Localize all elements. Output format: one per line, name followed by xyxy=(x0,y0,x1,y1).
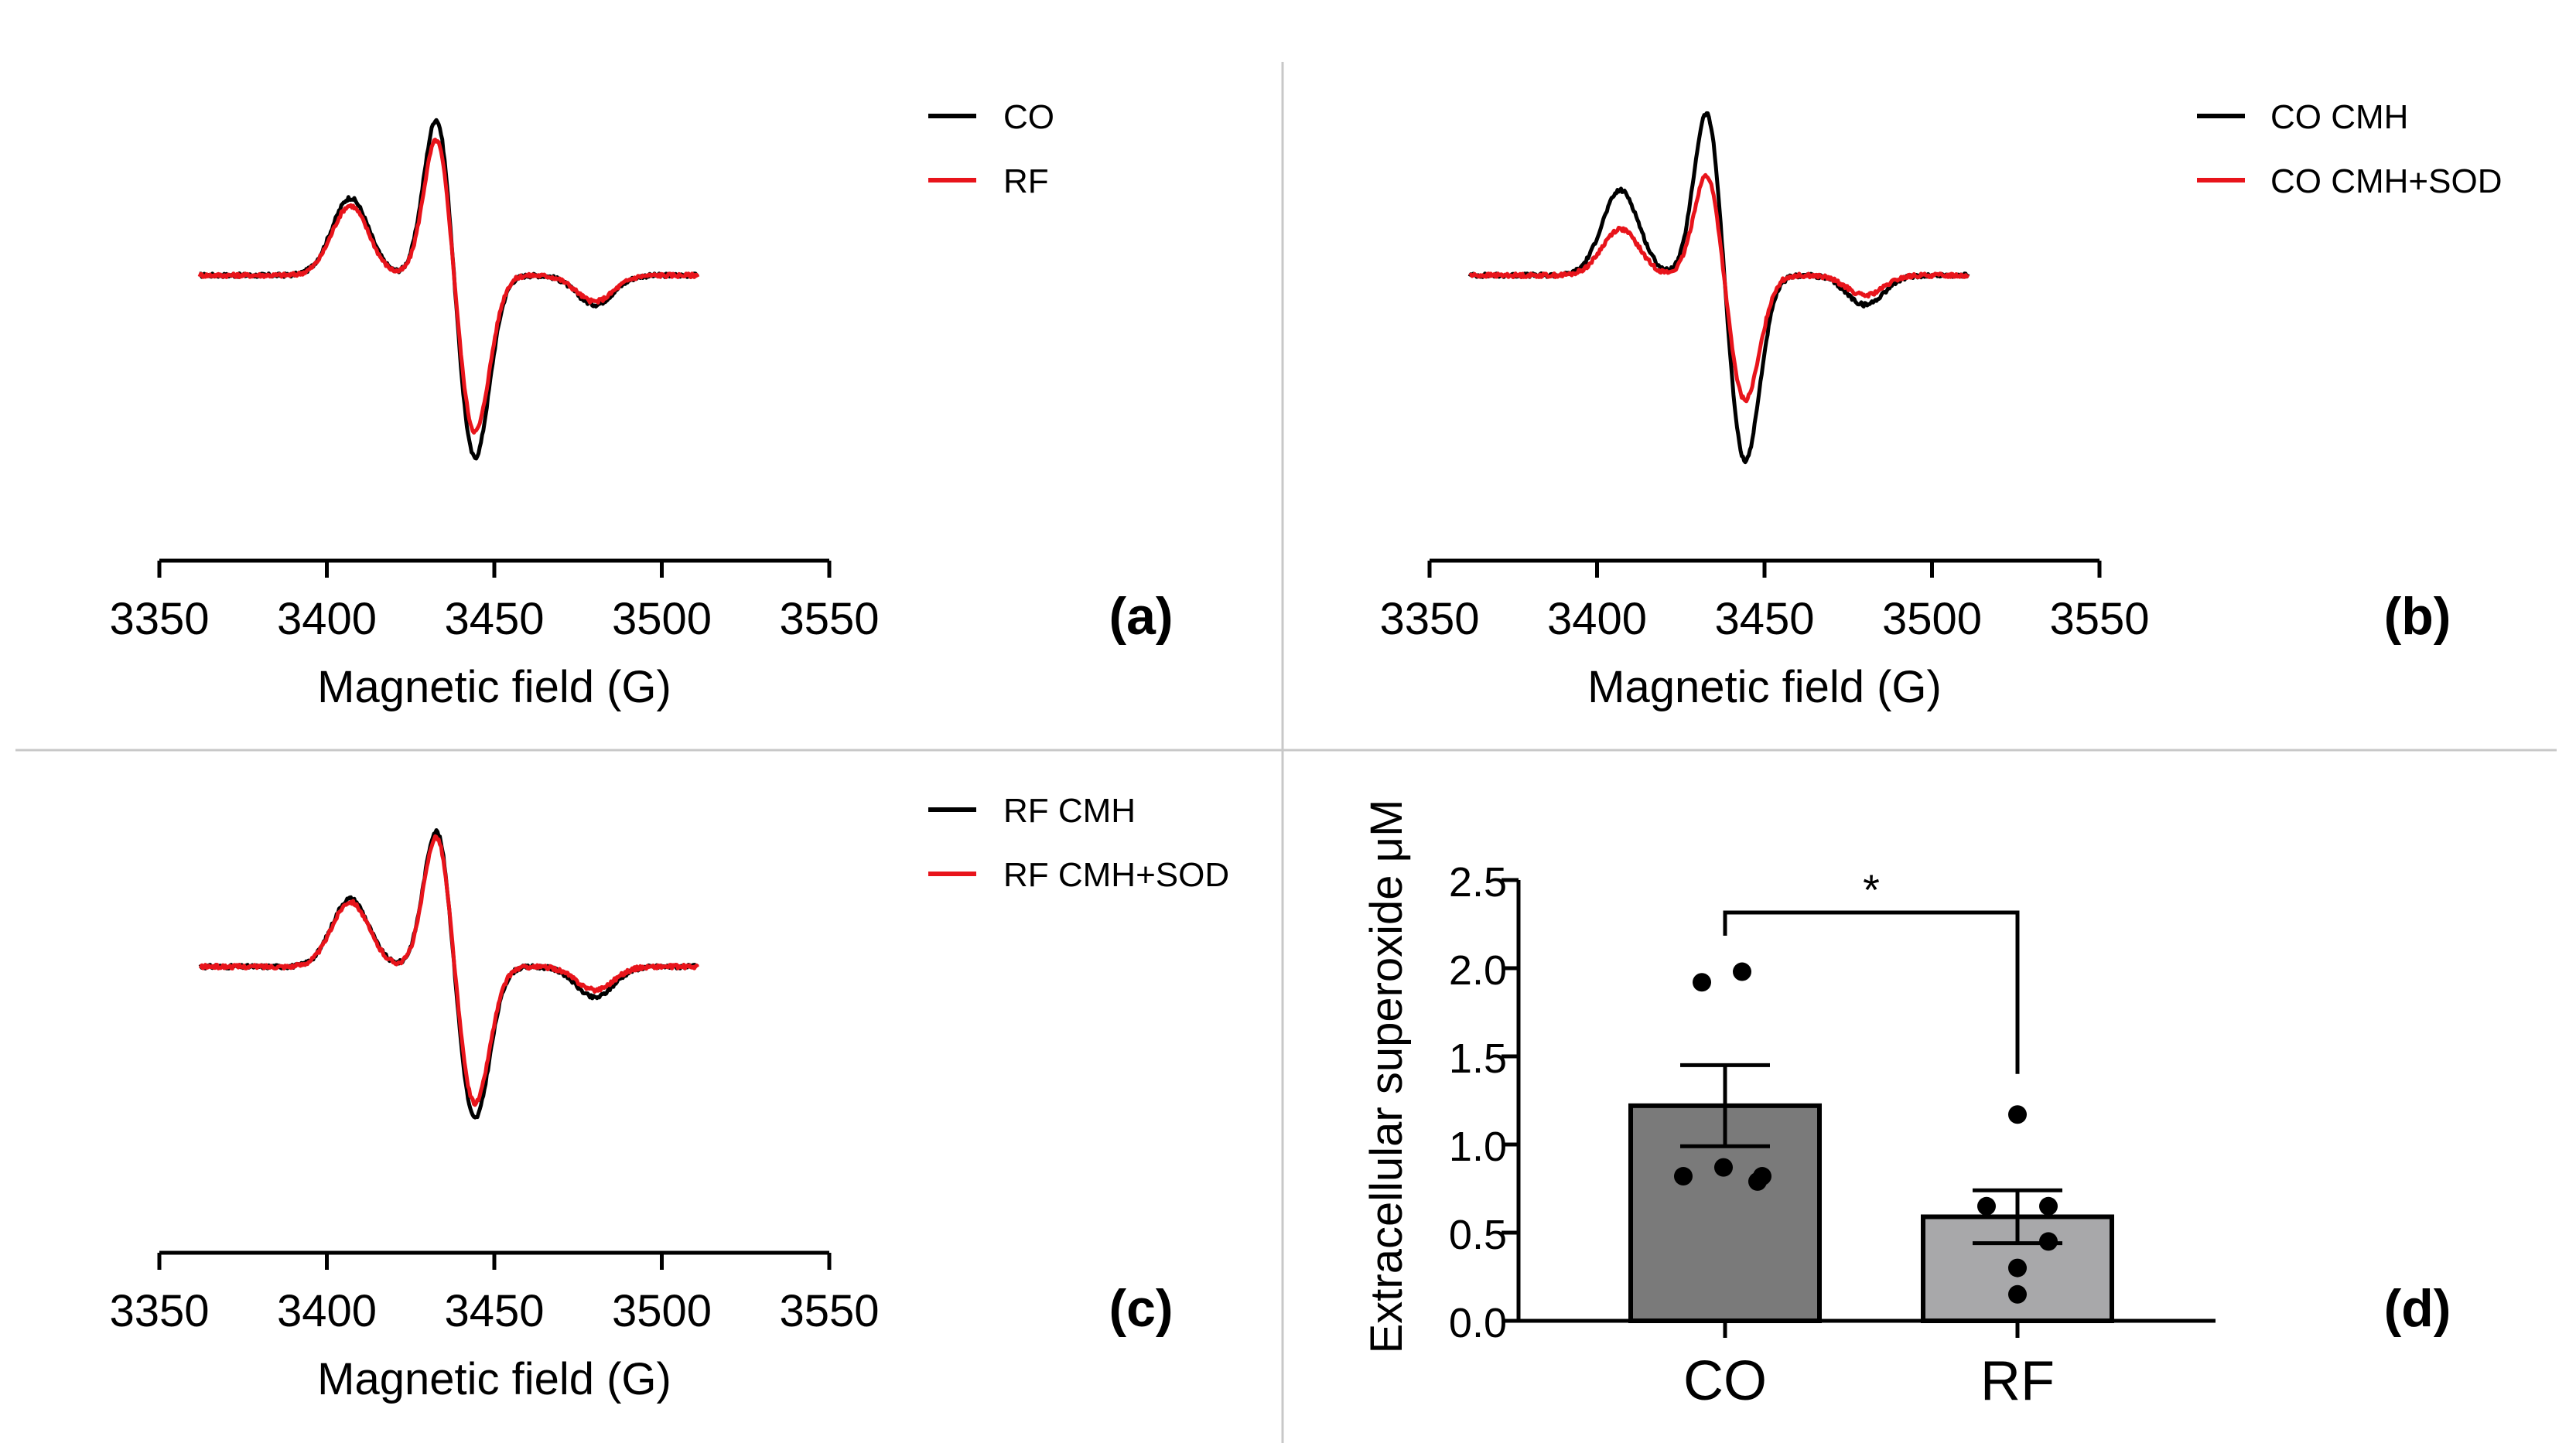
panel-d-x-ticks xyxy=(1723,1321,2020,1338)
panel-b: 3350 3400 3450 3500 3550 Magnetic field … xyxy=(1379,98,2502,712)
panel-c-letter: (c) xyxy=(1109,1279,1173,1338)
data-point xyxy=(2008,1105,2027,1124)
spectrum-line-co xyxy=(199,118,699,461)
data-point xyxy=(2008,1284,2027,1304)
panel-a-tick-label: 3400 xyxy=(277,594,377,644)
panel-d-category-label: CO xyxy=(1683,1350,1767,1412)
panel-d-letter: (d) xyxy=(2384,1279,2451,1338)
panel-c-tick-label: 3550 xyxy=(779,1286,879,1336)
panel-d-y-tick-label: 1.0 xyxy=(1449,1124,1507,1170)
data-point xyxy=(1693,973,1711,992)
spectrum-line-rf xyxy=(197,138,700,435)
panel-c-legend-label-0: RF CMH xyxy=(1003,792,1136,830)
panel-d-y-tick-label: 2.0 xyxy=(1449,947,1507,994)
panel-b-letter: (b) xyxy=(2384,587,2451,646)
panel-b-tick-label: 3550 xyxy=(2049,594,2149,644)
panel-a-letter: (a) xyxy=(1109,587,1173,646)
panel-d: 0.0 0.5 1.0 1.5 2.0 2.5 Extracellular su… xyxy=(1361,800,2451,1412)
panel-a-tick-label: 3450 xyxy=(444,594,544,644)
panel-a-tick-label: 3550 xyxy=(779,594,879,644)
panel-d-y-tick-label: 1.5 xyxy=(1449,1035,1507,1082)
data-point xyxy=(1733,962,1751,981)
panel-c-x-axis-title: Magnetic field (G) xyxy=(317,1354,671,1404)
panel-c-tick-label: 3400 xyxy=(277,1286,377,1336)
data-point xyxy=(2039,1196,2058,1216)
panel-d-y-tick-label: 0.0 xyxy=(1449,1300,1507,1346)
panel-d-bars xyxy=(1628,962,2114,1323)
panel-b-tick-label: 3500 xyxy=(1882,594,1982,644)
panel-c-spectrum xyxy=(198,828,700,1120)
panel-b-tick-label: 3400 xyxy=(1547,594,1647,644)
panel-a-legend-label-0: CO xyxy=(1003,98,1054,136)
spectrum-line-rf-cmh-sod xyxy=(198,834,700,1107)
data-point xyxy=(1714,1158,1733,1177)
panel-b-x-ticks xyxy=(1427,561,2102,578)
panel-b-spectrum xyxy=(1467,111,1970,465)
panel-c-legend-label-1: RF CMH+SOD xyxy=(1003,856,1229,894)
panel-d-y-ticks xyxy=(1502,878,1519,1323)
panel-b-legend-label-0: CO CMH xyxy=(2270,98,2408,136)
spectrum-line-co-cmh-sod xyxy=(1468,172,1970,404)
panel-d-significance-bracket xyxy=(1723,910,2020,1074)
panel-a-spectrum xyxy=(197,118,700,461)
data-point xyxy=(2039,1232,2058,1251)
data-point xyxy=(1748,1172,1767,1191)
panel-a-x-ticks xyxy=(157,561,832,578)
spectrum-line-co-cmh xyxy=(1467,111,1970,465)
panel-b-legend-label-1: CO CMH+SOD xyxy=(2270,162,2502,200)
panel-b-tick-label: 3450 xyxy=(1714,594,1814,644)
panel-a-legend-label-1: RF xyxy=(1003,162,1049,200)
panel-d-y-tick-label: 2.5 xyxy=(1449,859,1507,906)
significance-bracket-line xyxy=(1723,910,2020,1074)
data-point xyxy=(1977,1196,1996,1216)
panel-d-significance-label: * xyxy=(1863,865,1880,914)
panel-d-y-axis-title: Extracellular superoxide μM xyxy=(1361,800,1412,1354)
data-point xyxy=(2008,1258,2027,1278)
panel-a-tick-label: 3350 xyxy=(109,594,209,644)
data-point xyxy=(1674,1167,1693,1186)
panel-b-tick-label: 3350 xyxy=(1379,594,1479,644)
panel-a: 3350 3400 3450 3500 3550 Magnetic field … xyxy=(109,98,1173,712)
panel-c: 3350 3400 3450 3500 3550 Magnetic field … xyxy=(109,792,1229,1404)
panel-d-category-label: RF xyxy=(1980,1350,2055,1412)
panel-c-x-ticks xyxy=(157,1253,832,1270)
panel-c-tick-label: 3350 xyxy=(109,1286,209,1336)
panel-c-tick-label: 3450 xyxy=(444,1286,544,1336)
panel-a-x-axis-title: Magnetic field (G) xyxy=(317,662,671,712)
panel-d-y-tick-label: 0.5 xyxy=(1449,1212,1507,1258)
panel-c-tick-label: 3500 xyxy=(612,1286,712,1336)
panel-a-tick-label: 3500 xyxy=(612,594,712,644)
panel-b-x-axis-title: Magnetic field (G) xyxy=(1587,662,1942,712)
